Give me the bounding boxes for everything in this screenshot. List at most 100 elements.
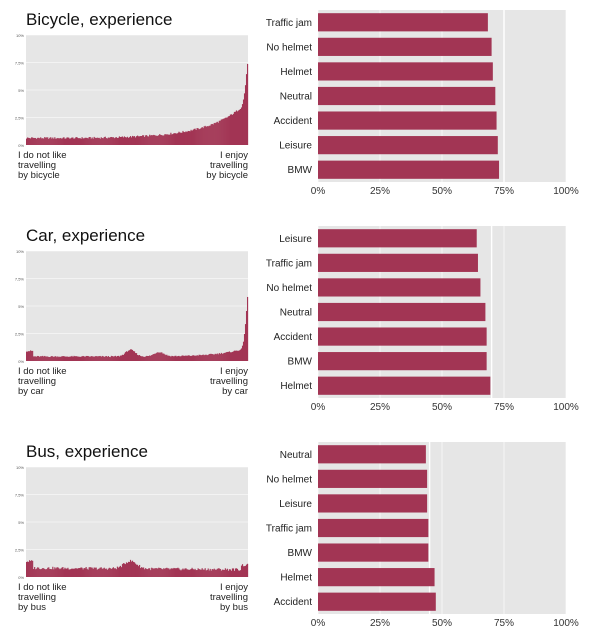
histogram-bin (241, 345, 244, 361)
histogram-bin (233, 111, 236, 145)
histogram-bin (59, 356, 61, 361)
histogram-bin (57, 567, 59, 577)
histogram-bin (71, 568, 73, 577)
histogram-bin (155, 568, 157, 577)
histogram-bin (244, 85, 247, 145)
histogram-bin (211, 123, 213, 145)
histogram-bin (89, 567, 91, 577)
histogram-bin (243, 93, 246, 145)
histogram-bin (175, 355, 177, 361)
histogram-bin (80, 567, 82, 577)
histogram-bin (88, 356, 90, 361)
histogram-bin (155, 353, 157, 361)
left-axis-label: I do not like (18, 582, 67, 593)
histogram-bin (236, 568, 239, 577)
histogram-bin (133, 562, 136, 577)
histogram-bin (164, 354, 166, 361)
histogram-bin (90, 138, 92, 145)
histogram-bin (227, 351, 229, 361)
histogram-bin (230, 114, 233, 145)
y-tick-label: 7,5% (15, 493, 25, 498)
histogram-bin (228, 351, 230, 361)
histogram-bin (83, 138, 85, 145)
histogram-bin (117, 137, 119, 145)
category-label: Traffic jam (266, 18, 312, 29)
histogram-bin (208, 570, 210, 577)
histogram-bin (194, 128, 196, 145)
histogram-bin (209, 353, 211, 361)
histogram-bin (49, 137, 51, 145)
histogram-bin (177, 567, 179, 577)
histogram-bin (127, 561, 130, 577)
histogram-bin (203, 569, 205, 577)
histogram-bin (124, 137, 127, 145)
histogram-bin (84, 137, 86, 145)
category-label: No helmet (266, 474, 312, 485)
histogram-bin (95, 138, 97, 145)
histogram-bin (142, 356, 144, 361)
histogram-bin (223, 118, 225, 145)
histogram-bin (183, 132, 185, 145)
histogram-bin (217, 568, 219, 577)
histogram-bin (162, 353, 164, 361)
histogram-bin (160, 568, 162, 577)
histogram-bin (234, 111, 237, 145)
histogram-bin (167, 355, 169, 361)
histogram-bin (159, 567, 161, 577)
histogram-bin (219, 120, 221, 145)
histogram-bin (64, 567, 66, 577)
bar (318, 376, 491, 395)
bar (318, 136, 498, 155)
histogram-bin (201, 568, 203, 577)
histogram-bin (46, 356, 48, 361)
histogram-bin (183, 569, 185, 577)
histogram-bin (26, 138, 28, 145)
histogram-bin (198, 569, 200, 577)
histogram-bin (117, 355, 119, 361)
histogram-bin (83, 568, 85, 577)
histogram-bin (137, 564, 139, 577)
right-axis-label: I enjoy (220, 582, 248, 593)
histogram-bin (45, 356, 47, 361)
histogram-bin (53, 569, 55, 577)
histogram-bin (104, 568, 106, 577)
histogram-bin (41, 138, 43, 145)
histogram-bin (191, 130, 193, 145)
histogram-bin (192, 568, 194, 577)
histogram-bin (166, 354, 168, 361)
left-axis-label: travelling (18, 592, 56, 603)
histogram-bin (143, 135, 145, 145)
histogram-bin (135, 136, 138, 145)
histogram-bin (58, 357, 60, 361)
x-tick-label: 100% (553, 402, 579, 413)
histogram-bin (65, 568, 67, 577)
histogram-bin (40, 137, 42, 145)
histogram-bin (237, 570, 240, 577)
histogram-bin (227, 116, 229, 145)
histogram-bin (58, 568, 60, 577)
histogram-bin (112, 356, 114, 361)
histogram-bin (79, 568, 81, 577)
histogram-bin (87, 569, 89, 577)
histogram-bin (57, 137, 59, 145)
histogram-bin (137, 135, 139, 145)
category-label: Leisure (279, 141, 312, 152)
histogram-bin (47, 567, 49, 577)
histogram-bin (131, 349, 134, 361)
histogram-bin (209, 125, 211, 145)
histogram-bin (232, 568, 235, 577)
histogram-bin (33, 569, 35, 577)
histogram-bin (155, 135, 157, 145)
histogram-bin (49, 568, 51, 577)
histogram-bin (107, 137, 109, 145)
histogram-bin (215, 122, 217, 145)
histogram-bin (198, 129, 200, 145)
histogram-bin (100, 567, 102, 577)
histogram-bin (195, 129, 197, 145)
category-label: Leisure (279, 499, 312, 510)
histogram-bin (86, 137, 88, 145)
histogram-bin (154, 568, 156, 577)
histogram-bin (26, 561, 28, 577)
histogram-bin (202, 569, 204, 577)
histogram-bin (98, 356, 100, 361)
